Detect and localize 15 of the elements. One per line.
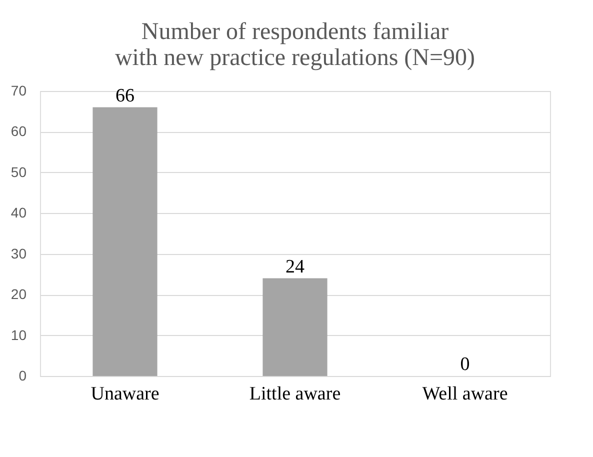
y-tick-label: 20 xyxy=(10,286,27,302)
y-tick-label: 30 xyxy=(10,245,27,262)
data-label: 24 xyxy=(286,256,305,278)
y-tick-label: 10 xyxy=(10,326,27,343)
x-tick-label: Little aware xyxy=(249,384,341,404)
x-tick-label: Unaware xyxy=(90,384,160,404)
y-tick-label: 60 xyxy=(10,123,27,140)
data-label: 66 xyxy=(116,85,134,106)
y-tick-label: 0 xyxy=(18,368,27,384)
y-tick-label: 50 xyxy=(10,164,27,180)
chart-title: Number of respondents familiar with new practice regulations (N=90) xyxy=(114,19,476,71)
y-tick-label: 70 xyxy=(10,82,27,98)
x-tick-label: Well aware xyxy=(422,384,508,404)
y-tick-label: 40 xyxy=(10,204,27,221)
data-label: 0 xyxy=(460,354,470,375)
